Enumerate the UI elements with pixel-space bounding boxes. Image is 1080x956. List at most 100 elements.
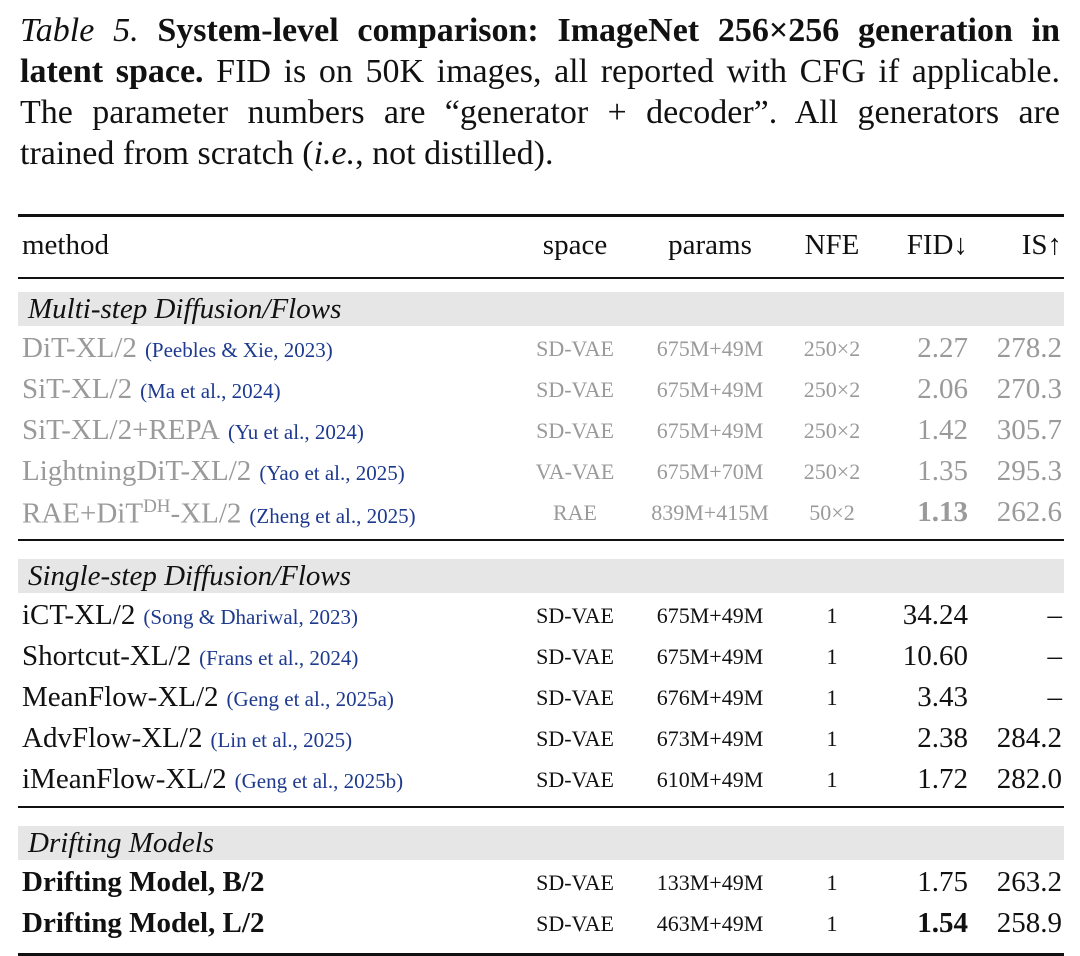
method-name: SiT-XL/2 — [22, 373, 133, 406]
cell-space: SD-VAE — [536, 767, 614, 793]
cell-is: – — [1047, 640, 1063, 673]
cell-space: SD-VAE — [536, 870, 614, 896]
cell-is: 278.2 — [996, 332, 1062, 365]
group-band — [18, 559, 1064, 593]
column-header: method — [22, 229, 109, 262]
citation: (Yu et al., 2024) — [227, 420, 364, 445]
cell-fid: 1.42 — [917, 414, 968, 447]
column-header: FID↓ — [906, 229, 968, 262]
method-name: iMeanFlow-XL/2 — [22, 763, 227, 796]
caption-label: Table 5. — [20, 12, 139, 49]
citation: (Frans et al., 2024) — [199, 646, 359, 671]
cell-space: RAE — [553, 500, 597, 526]
cell-is: – — [1047, 599, 1063, 632]
group-band — [18, 292, 1064, 326]
group-name: Multi-step Diffusion/Flows — [28, 293, 342, 325]
cell-params: 839M+415M — [651, 500, 769, 526]
cell-is: 262.6 — [996, 496, 1062, 529]
method-name: iCT-XL/2 — [22, 599, 136, 632]
cell-method: AdvFlow-XL/2 (Lin et al., 2025) — [22, 722, 352, 755]
cell-fid: 34.24 — [902, 599, 968, 632]
cell-is: 305.7 — [996, 414, 1062, 447]
cell-nfe: 1 — [826, 644, 838, 670]
method-part: RAE+DiT — [22, 497, 144, 530]
cell-is: 263.2 — [996, 866, 1062, 899]
cell-method: Drifting Model, L/2 — [22, 907, 264, 940]
cell-space: VA-VAE — [535, 459, 615, 485]
cell-fid: 2.38 — [917, 722, 968, 755]
column-header: NFE — [804, 229, 860, 262]
cell-is: 258.9 — [996, 907, 1062, 940]
cell-params: 610M+49M — [656, 767, 764, 793]
citation: (Geng et al., 2025b) — [234, 769, 404, 794]
citation: (Song & Dhariwal, 2023) — [143, 605, 358, 630]
cell-fid: 1.75 — [917, 866, 968, 899]
cell-space: SD-VAE — [536, 336, 614, 362]
cell-fid: 1.35 — [917, 455, 968, 488]
method-name: SiT-XL/2+REPA — [22, 414, 220, 447]
cell-method: DiT-XL/2 (Peebles & Xie, 2023) — [22, 332, 333, 365]
cell-method: LightningDiT-XL/2 (Yao et al., 2025) — [22, 455, 405, 488]
method-name: Drifting Model, B/2 — [22, 866, 265, 899]
caption-tail: , not distilled). — [355, 135, 554, 172]
cell-is: – — [1047, 681, 1063, 714]
cell-nfe: 250×2 — [803, 418, 861, 444]
method-name: DiT-XL/2 — [22, 332, 137, 365]
cell-params: 675M+49M — [656, 644, 764, 670]
group-name: Drifting Models — [28, 827, 215, 859]
caption-text: FID is on 50K images, all reported with … — [20, 53, 1061, 172]
cell-nfe: 1 — [826, 726, 838, 752]
cell-space: SD-VAE — [536, 726, 614, 752]
cell-is: 284.2 — [996, 722, 1062, 755]
cell-nfe: 1 — [826, 767, 838, 793]
cell-params: 675M+49M — [656, 336, 764, 362]
cell-nfe: 1 — [826, 685, 838, 711]
cell-is: 295.3 — [996, 455, 1062, 488]
method-name: MeanFlow-XL/2 — [22, 681, 219, 714]
method-part: DH — [143, 496, 171, 518]
rule — [18, 214, 1064, 217]
cell-space: SD-VAE — [536, 603, 614, 629]
cell-space: SD-VAE — [536, 644, 614, 670]
cell-fid: 2.06 — [917, 373, 968, 406]
cell-method: iMeanFlow-XL/2 (Geng et al., 2025b) — [22, 763, 403, 796]
group-name: Single-step Diffusion/Flows — [28, 560, 352, 592]
column-header: params — [668, 229, 752, 262]
cell-params: 463M+49M — [656, 911, 764, 937]
cell-nfe: 1 — [826, 603, 838, 629]
caption-bold: System-level comparison: ImageNet 256×25… — [20, 12, 1061, 90]
method-name: AdvFlow-XL/2 — [22, 722, 203, 755]
cell-nfe: 1 — [826, 911, 838, 937]
cell-fid: 3.43 — [917, 681, 968, 714]
cell-space: SD-VAE — [536, 418, 614, 444]
cell-fid: 2.27 — [917, 332, 968, 365]
cell-params: 675M+49M — [656, 603, 764, 629]
citation: (Peebles & Xie, 2023) — [144, 338, 333, 363]
cell-nfe: 250×2 — [803, 336, 861, 362]
cell-is: 270.3 — [996, 373, 1062, 406]
cell-is: 282.0 — [996, 763, 1062, 796]
cell-params: 675M+49M — [656, 418, 764, 444]
column-header: IS↑ — [1021, 229, 1062, 262]
cell-method: SiT-XL/2 (Ma et al., 2024) — [22, 373, 281, 406]
method-name: LightningDiT-XL/2 — [22, 455, 252, 488]
caption-italic: i.e. — [313, 135, 356, 172]
group-band — [18, 826, 1064, 860]
cell-fid: 1.54 — [917, 907, 968, 940]
cell-method: MeanFlow-XL/2 (Geng et al., 2025a) — [22, 681, 394, 714]
rule — [18, 539, 1064, 541]
cell-fid: 1.13 — [917, 496, 968, 529]
cell-nfe: 250×2 — [803, 377, 861, 403]
cell-method: SiT-XL/2+REPA (Yu et al., 2024) — [22, 414, 364, 447]
citation: (Ma et al., 2024) — [140, 379, 281, 404]
citation: (Zheng et al., 2025) — [249, 503, 416, 528]
cell-space: SD-VAE — [536, 377, 614, 403]
caption: Table 5. System-level comparison: ImageN… — [20, 10, 1060, 174]
column-header: space — [542, 229, 608, 262]
cell-nfe: 1 — [826, 870, 838, 896]
citation: (Lin et al., 2025) — [210, 728, 353, 753]
cell-params: 133M+49M — [656, 870, 764, 896]
method-name: Shortcut-XL/2 — [22, 640, 192, 673]
cell-params: 675M+49M — [656, 377, 764, 403]
